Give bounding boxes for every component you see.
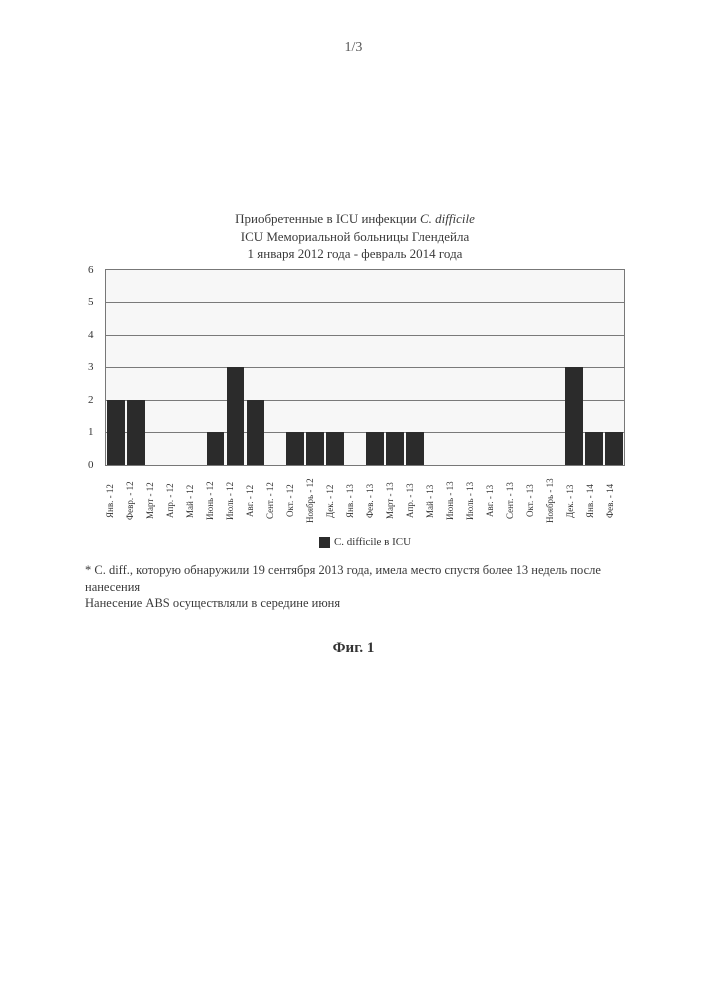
- ytick-label: 1: [88, 426, 94, 438]
- bar-slot: [365, 270, 385, 465]
- bar-slot: [345, 270, 365, 465]
- xtick-label: Окт. - 13: [525, 466, 545, 540]
- xtick-label: Дек. - 12: [325, 466, 345, 540]
- bar-slot: [186, 270, 206, 465]
- footnote-line2: Нанесение ABS осуществляли в середине ию…: [85, 595, 625, 612]
- footnote-line1: * C. diff., которую обнаружили 19 сентяб…: [85, 562, 625, 596]
- xtick-label: Май - 12: [185, 466, 205, 540]
- xtick-label: Янв. - 13: [345, 466, 365, 540]
- bar: [247, 400, 265, 465]
- bar: [107, 400, 125, 465]
- bar: [406, 432, 424, 464]
- xtick-label: Июль - 12: [225, 466, 245, 540]
- bar: [386, 432, 404, 464]
- title-line2: ICU Мемориальной больницы Глендейла: [241, 229, 470, 244]
- bar-slot: [265, 270, 285, 465]
- bar-slot: [245, 270, 265, 465]
- xtick-label: Авг. - 12: [245, 466, 265, 540]
- bar-slot: [126, 270, 146, 465]
- ytick-label: 2: [88, 394, 94, 406]
- bar-slot: [285, 270, 305, 465]
- bar: [585, 432, 603, 464]
- bar-slot: [305, 270, 325, 465]
- page-number: 1/3: [0, 40, 707, 56]
- bar-slot: [146, 270, 166, 465]
- xtick-label: Июнь - 13: [445, 466, 465, 540]
- xtick-label: Янв. - 12: [105, 466, 125, 540]
- bar: [207, 432, 225, 464]
- chart-xlabels: Янв. - 12Февр. - 12Март - 12Апр. - 12Май…: [105, 466, 625, 540]
- bar-slot: [425, 270, 445, 465]
- xtick-label: Май - 13: [425, 466, 445, 540]
- bar-slot: [465, 270, 485, 465]
- chart-bars: [106, 270, 624, 465]
- chart-container: Приобретенные в ICU инфекции C. difficil…: [85, 210, 625, 612]
- xtick-label: Дек. - 13: [565, 466, 585, 540]
- chart-title: Приобретенные в ICU инфекции C. difficil…: [85, 210, 625, 263]
- xtick-label: Март - 13: [385, 466, 405, 540]
- xtick-label: Апр. - 13: [405, 466, 425, 540]
- bar-slot: [385, 270, 405, 465]
- bar: [306, 432, 324, 464]
- xtick-label: Ноябрь - 13: [545, 466, 565, 540]
- xtick-label: Авг. - 13: [485, 466, 505, 540]
- bar-slot: [604, 270, 624, 465]
- bar-slot: [206, 270, 226, 465]
- ytick-label: 0: [88, 459, 94, 471]
- bar-slot: [405, 270, 425, 465]
- bar-slot: [524, 270, 544, 465]
- xtick-label: Июль - 13: [465, 466, 485, 540]
- xtick-label: Фев. - 13: [365, 466, 385, 540]
- xtick-label: Февр. - 12: [125, 466, 145, 540]
- bar: [565, 367, 583, 465]
- bar-slot: [504, 270, 524, 465]
- xtick-label: Фев. - 14: [605, 466, 625, 540]
- ytick-label: 5: [88, 296, 94, 308]
- chart-plot-area: 0123456: [105, 269, 625, 466]
- bar-slot: [564, 270, 584, 465]
- xtick-label: Янв. - 14: [585, 466, 605, 540]
- title-line1-prefix: Приобретенные в ICU инфекции: [235, 211, 420, 226]
- title-line3: 1 января 2012 года - февраль 2014 года: [248, 246, 463, 261]
- xtick-label: Апр. - 12: [165, 466, 185, 540]
- bar-slot: [166, 270, 186, 465]
- bar: [227, 367, 245, 465]
- bar-slot: [226, 270, 246, 465]
- bar: [286, 432, 304, 464]
- ytick-label: 3: [88, 361, 94, 373]
- bar: [366, 432, 384, 464]
- chart-footnote: * C. diff., которую обнаружили 19 сентяб…: [85, 562, 625, 613]
- bar: [127, 400, 145, 465]
- bar-slot: [584, 270, 604, 465]
- bar-slot: [445, 270, 465, 465]
- xtick-label: Сент. - 12: [265, 466, 285, 540]
- xtick-label: Июнь - 12: [205, 466, 225, 540]
- bar-slot: [106, 270, 126, 465]
- ytick-label: 6: [88, 264, 94, 276]
- xtick-label: Сент. - 13: [505, 466, 525, 540]
- bar-slot: [325, 270, 345, 465]
- bar: [326, 432, 344, 464]
- title-line1-italic: C. difficile: [420, 211, 475, 226]
- xtick-label: Окт. - 12: [285, 466, 305, 540]
- xtick-label: Ноябрь - 12: [305, 466, 325, 540]
- bar-slot: [544, 270, 564, 465]
- xtick-label: Март - 12: [145, 466, 165, 540]
- ytick-label: 4: [88, 329, 94, 341]
- bar: [605, 432, 623, 464]
- figure-caption: Фиг. 1: [0, 640, 707, 657]
- bar-slot: [485, 270, 505, 465]
